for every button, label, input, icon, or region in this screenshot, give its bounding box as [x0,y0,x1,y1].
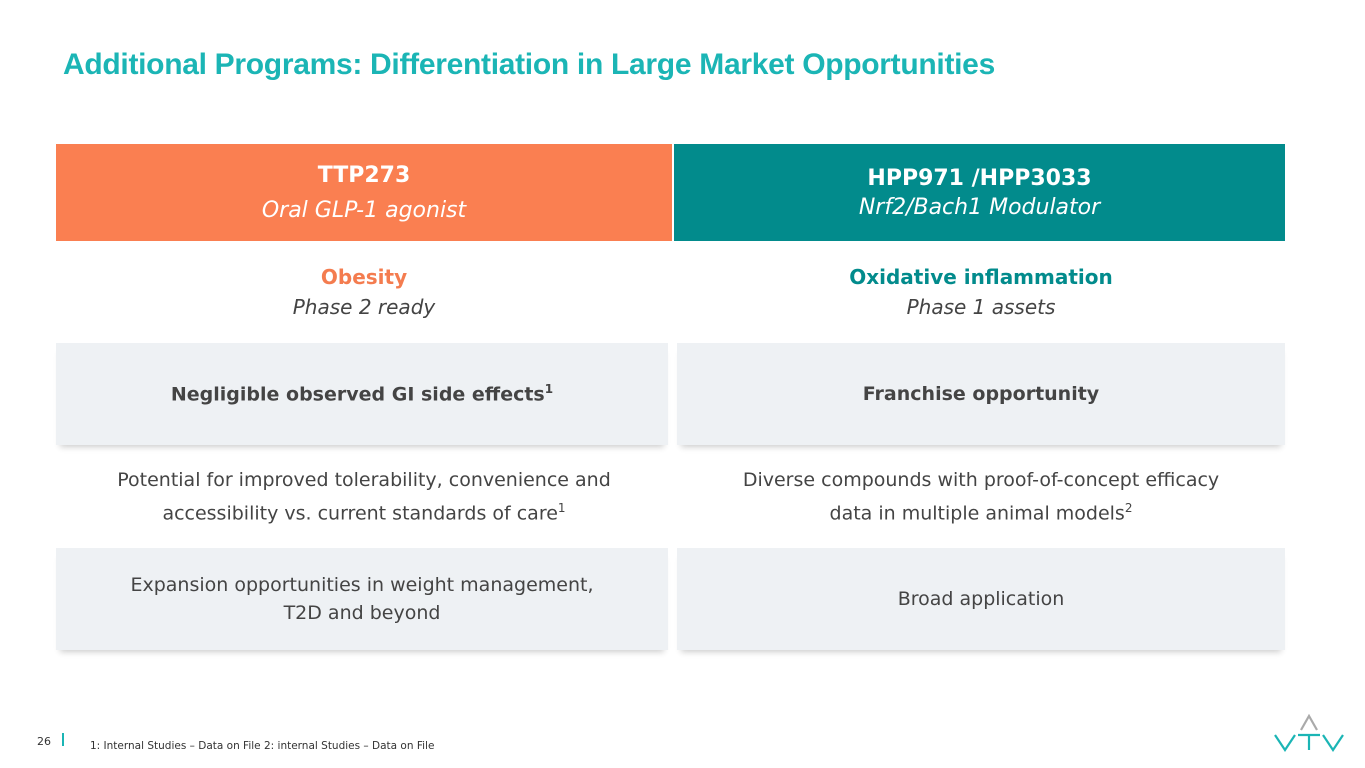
detail-text: Potential for improved tolerability, con… [117,468,611,525]
program-name: TTP273 [317,162,411,188]
program-subtitle: Oral GLP-1 agonist [261,197,467,223]
column-header: HPP971 /HPP3033 Nrf2/Bach1 Modulator [674,144,1285,241]
highlight-text: Franchise opportunity [862,383,1100,405]
detail: Potential for improved tolerability, con… [96,466,632,527]
cell: Oxidative inflammation Phase 1 assets [677,241,1285,343]
expansion: Expansion opportunities in weight manage… [130,574,594,624]
program-name: HPP971 /HPP3033 [867,165,1092,191]
cell: Obesity Phase 2 ready [56,241,672,343]
program-subtitle: Nrf2/Bach1 Modulator [858,194,1101,220]
indication: Obesity [320,265,408,289]
cell: Diverse compounds with proof-of-concept … [677,445,1285,548]
footnote-ref: 2 [1124,500,1133,515]
cell: Broad application [677,548,1285,650]
cell: Franchise opportunity [677,343,1285,445]
cell: Potential for improved tolerability, con… [56,445,672,548]
page-number: 26 [37,735,51,748]
footnote-ref: 1 [544,382,554,397]
phase: Phase 1 assets [906,295,1056,319]
detail-text: Diverse compounds with proof-of-concept … [742,468,1220,525]
highlight: Negligible observed GI side effects1 [171,382,553,405]
column-header: TTP273 Oral GLP-1 agonist [56,144,672,241]
divider [62,733,64,746]
highlight-text: Negligible observed GI side effects [170,383,545,406]
phase: Phase 2 ready [292,295,436,319]
cell: Expansion opportunities in weight manage… [56,548,668,650]
logo [1274,713,1344,752]
indication: Oxidative inflammation [849,265,1113,289]
slide-title: Additional Programs: Differentiation in … [63,48,995,81]
cell: Negligible observed GI side effects1 [56,343,668,445]
footnote-ref: 1 [557,500,566,515]
footnotes: 1: Internal Studies – Data on File 2: in… [90,740,435,752]
detail: Diverse compounds with proof-of-concept … [727,466,1235,527]
expansion: Broad application [897,588,1065,610]
